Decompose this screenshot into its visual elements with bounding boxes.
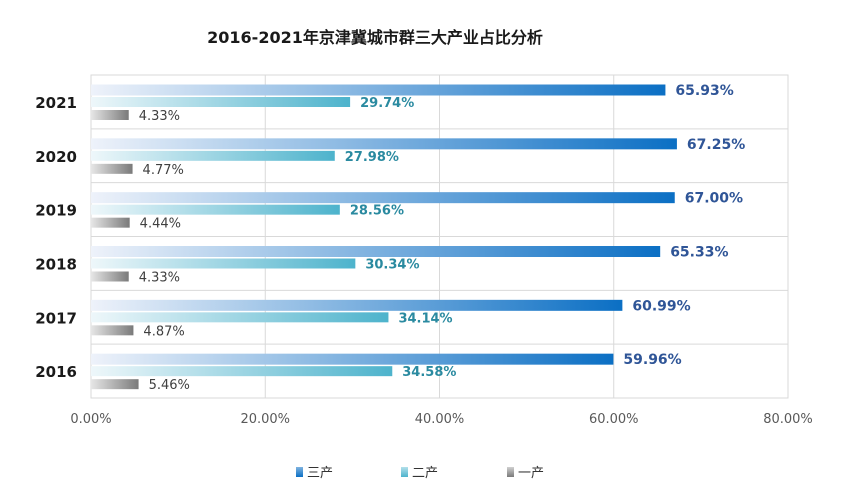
bar-secondary[interactable] bbox=[91, 258, 356, 269]
data-label-secondary: 28.56% bbox=[350, 204, 404, 219]
bar-secondary[interactable] bbox=[91, 204, 340, 215]
data-label-tertiary: 59.96% bbox=[623, 352, 681, 368]
bar-tertiary[interactable] bbox=[91, 299, 623, 311]
data-label-primary: 5.46% bbox=[149, 378, 190, 393]
x-tick-label: 20.00% bbox=[240, 412, 290, 427]
chart-title: 2016-2021年京津冀城市群三大产业占比分析 bbox=[207, 28, 543, 47]
bar-secondary[interactable] bbox=[91, 366, 393, 377]
y-tick-label: 2020 bbox=[35, 148, 77, 166]
bar-secondary[interactable] bbox=[91, 312, 389, 323]
data-label-tertiary: 65.33% bbox=[670, 245, 728, 261]
legend-label-tertiary: 三产 bbox=[307, 466, 334, 481]
legend-label-secondary: 二产 bbox=[412, 466, 439, 481]
legend-label-primary: 一产 bbox=[518, 466, 545, 481]
data-label-secondary: 34.14% bbox=[398, 311, 452, 326]
x-tick-label: 60.00% bbox=[589, 412, 639, 427]
data-label-secondary: 30.34% bbox=[365, 258, 419, 273]
bar-tertiary[interactable] bbox=[91, 353, 614, 365]
legend-item-primary[interactable]: 一产 bbox=[507, 462, 544, 481]
bar-tertiary[interactable] bbox=[91, 246, 661, 257]
data-label-primary: 4.87% bbox=[143, 324, 184, 339]
legend-swatch-primary bbox=[507, 466, 514, 477]
data-label-primary: 4.44% bbox=[140, 217, 181, 232]
data-label-tertiary: 67.25% bbox=[687, 137, 745, 153]
legend-item-tertiary[interactable]: 三产 bbox=[296, 462, 333, 481]
legend-swatch-secondary bbox=[401, 466, 408, 477]
bar-primary[interactable] bbox=[91, 217, 130, 228]
x-tick-label: 80.00% bbox=[763, 412, 813, 427]
bar-tertiary[interactable] bbox=[91, 138, 677, 150]
y-tick-label: 2018 bbox=[35, 255, 77, 273]
y-tick-label: 2019 bbox=[35, 202, 77, 220]
bar-primary[interactable] bbox=[91, 163, 133, 174]
data-label-secondary: 27.98% bbox=[345, 150, 399, 165]
bar-tertiary[interactable] bbox=[91, 192, 675, 204]
bar-tertiary[interactable] bbox=[91, 84, 666, 96]
legend-item-secondary[interactable]: 二产 bbox=[401, 462, 438, 481]
x-tick-label: 40.00% bbox=[415, 412, 465, 427]
x-tick-label: 0.00% bbox=[70, 412, 111, 427]
data-label-secondary: 34.58% bbox=[402, 365, 456, 380]
data-label-primary: 4.33% bbox=[139, 109, 180, 124]
bar-secondary[interactable] bbox=[91, 150, 335, 161]
data-label-tertiary: 65.93% bbox=[675, 83, 733, 99]
y-tick-label: 2017 bbox=[35, 309, 77, 327]
data-label-primary: 4.33% bbox=[139, 271, 180, 286]
data-label-primary: 4.77% bbox=[143, 163, 184, 178]
data-label-secondary: 29.74% bbox=[360, 96, 414, 111]
y-tick-label: 2016 bbox=[35, 363, 77, 381]
bar-secondary[interactable] bbox=[91, 97, 351, 107]
bar-primary[interactable] bbox=[91, 379, 139, 390]
bar-primary[interactable] bbox=[91, 271, 129, 282]
y-tick-label: 2021 bbox=[35, 94, 77, 112]
bar-primary[interactable] bbox=[91, 325, 134, 336]
legend-swatch-tertiary bbox=[296, 466, 303, 477]
bar-primary[interactable] bbox=[91, 110, 129, 120]
data-label-tertiary: 60.99% bbox=[632, 298, 690, 314]
data-label-tertiary: 67.00% bbox=[685, 191, 743, 207]
